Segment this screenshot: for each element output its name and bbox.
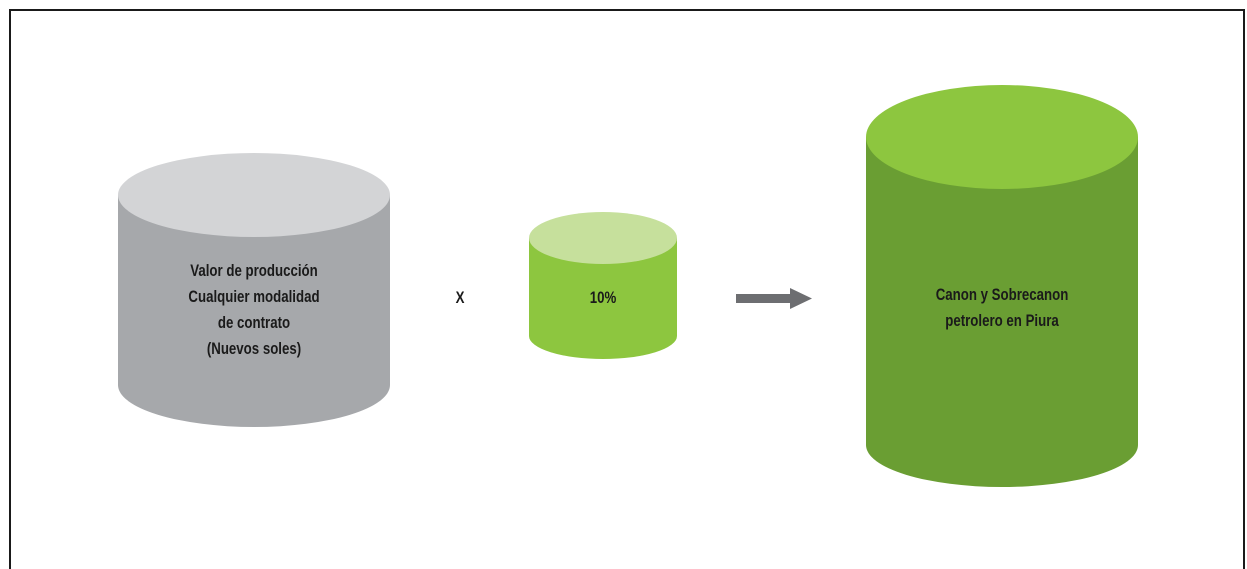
result-line-1: Canon y Sobrecanon xyxy=(935,285,1069,304)
result-cylinder-top xyxy=(866,85,1138,189)
rate-cylinder-top xyxy=(529,212,677,264)
result-cylinder-body xyxy=(866,137,1138,487)
production-value-cylinder xyxy=(118,153,390,427)
production-value-cylinder-top xyxy=(118,153,390,237)
result-cylinder xyxy=(866,85,1138,487)
production-value-line-1: Valor de producción xyxy=(190,261,318,280)
multiply-operator: X xyxy=(444,285,475,311)
diagram-frame xyxy=(9,9,1245,569)
result-label: Canon y Sobrecanon petrolero en Piura xyxy=(885,282,1119,334)
arrow-icon xyxy=(736,288,812,309)
result-line-2: petrolero en Piura xyxy=(945,311,1059,330)
rate-label: 10% xyxy=(564,285,642,311)
rate-value: 10% xyxy=(589,288,617,307)
production-value-line-4: (Nuevos soles) xyxy=(206,339,302,358)
production-value-label: Valor de producción Cualquier modalidad … xyxy=(137,258,371,362)
production-value-line-3: de contrato xyxy=(217,313,291,332)
multiply-sign: X xyxy=(455,288,465,307)
production-value-line-2: Cualquier modalidad xyxy=(188,287,320,306)
production-value-cylinder-body xyxy=(118,195,390,427)
rate-cylinder xyxy=(529,212,677,359)
rate-cylinder-body xyxy=(529,238,677,359)
